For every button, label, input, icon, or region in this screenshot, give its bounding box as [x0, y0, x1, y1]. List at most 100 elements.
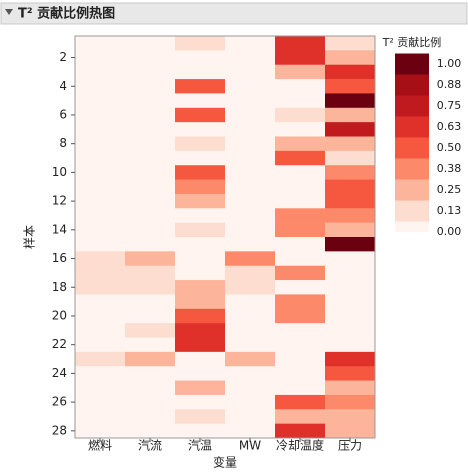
heat-cell [175, 36, 226, 51]
heat-cell [75, 337, 126, 353]
y-tick-label: 26 [52, 395, 67, 409]
heat-cell [275, 423, 326, 439]
heat-cell [325, 280, 376, 295]
heat-cell [175, 251, 226, 267]
heat-cell [275, 64, 326, 80]
heat-cell [175, 165, 226, 180]
heat-cell [325, 380, 376, 396]
heat-cell [225, 193, 276, 209]
heat-cell [225, 208, 276, 223]
y-tick-label: 12 [52, 194, 67, 208]
legend-title: T² 贡献比例 [382, 35, 442, 49]
heat-cell [325, 409, 376, 424]
heat-cell [175, 423, 226, 439]
heat-cell [125, 222, 176, 238]
heat-cell [325, 237, 376, 252]
heat-cell [125, 165, 176, 180]
heat-cell [225, 394, 276, 410]
heat-cell [275, 165, 326, 180]
heat-cell [275, 50, 326, 66]
heat-cell [125, 323, 176, 338]
heat-cell [225, 93, 276, 109]
heat-cell [125, 366, 176, 381]
heat-cell [75, 50, 126, 66]
heat-cell [325, 179, 376, 195]
heat-cell [175, 351, 226, 367]
legend-swatch [395, 74, 429, 96]
heat-cell [175, 222, 226, 238]
heat-cell [275, 394, 326, 410]
y-tick-label: 24 [52, 366, 67, 380]
x-tick-label: 燃料 [88, 438, 112, 453]
heat-cell [175, 380, 226, 396]
legend-swatch [395, 53, 429, 75]
heat-cell [275, 280, 326, 295]
heat-cell [325, 323, 376, 338]
heat-cell [75, 150, 126, 166]
heat-cell [125, 423, 176, 439]
heat-cell [175, 409, 226, 424]
heat-cell [75, 93, 126, 109]
heat-cell [225, 107, 276, 123]
heat-cell [225, 366, 276, 381]
heat-cell [275, 366, 326, 381]
x-tick-label: 冷却温度 [276, 438, 324, 453]
heat-cell [75, 36, 126, 51]
heat-cell [225, 380, 276, 396]
heat-cell [175, 79, 226, 94]
heat-cell [325, 107, 376, 123]
heat-cell [75, 380, 126, 396]
heat-cell [325, 79, 376, 94]
heat-cell [275, 222, 326, 238]
heat-cell [175, 93, 226, 109]
heat-cell [125, 50, 176, 66]
heat-cell [225, 150, 276, 166]
y-tick-label: 6 [59, 107, 67, 121]
legend-swatch [395, 158, 429, 180]
heat-cell [325, 36, 376, 51]
y-tick-label: 20 [52, 308, 67, 322]
heat-cell [225, 280, 276, 295]
heat-cell [275, 337, 326, 353]
heat-cell [125, 36, 176, 51]
legend-swatch [395, 116, 429, 138]
heat-cell [325, 251, 376, 267]
heat-cell [75, 107, 126, 123]
heat-cell [275, 179, 326, 195]
heat-cell [75, 409, 126, 424]
heat-cell [75, 122, 126, 137]
legend-label: 0.38 [437, 162, 462, 175]
heat-cell [125, 93, 176, 109]
y-tick-label: 14 [52, 222, 67, 236]
heat-cell [75, 366, 126, 381]
heat-cell [225, 351, 276, 367]
heat-cell [275, 308, 326, 324]
heat-cell [125, 107, 176, 123]
x-tick-label: 压力 [338, 439, 362, 453]
heat-cell [225, 122, 276, 137]
heat-cell [175, 64, 226, 80]
legend-swatch [395, 179, 429, 201]
heat-cell [175, 136, 226, 152]
legend-swatch [395, 95, 429, 117]
heat-cell [125, 294, 176, 310]
heat-cell [125, 150, 176, 166]
heat-cell [275, 237, 326, 252]
heat-cell [325, 394, 376, 410]
heat-cell [125, 64, 176, 80]
heat-cell [275, 36, 326, 51]
y-tick-label: 16 [52, 251, 67, 265]
heat-cell [225, 251, 276, 267]
heat-cell [275, 380, 326, 396]
heat-cell [125, 265, 176, 281]
x-axis-label: 变量 [213, 455, 237, 470]
heat-cell [75, 136, 126, 152]
legend-swatch [395, 200, 429, 222]
y-tick-label: 10 [52, 165, 67, 179]
heat-cell [175, 366, 226, 381]
heat-cell [125, 251, 176, 267]
disclosure-icon[interactable] [5, 9, 13, 15]
heat-cell [325, 122, 376, 137]
heat-cell [325, 294, 376, 310]
heat-cell [275, 409, 326, 424]
